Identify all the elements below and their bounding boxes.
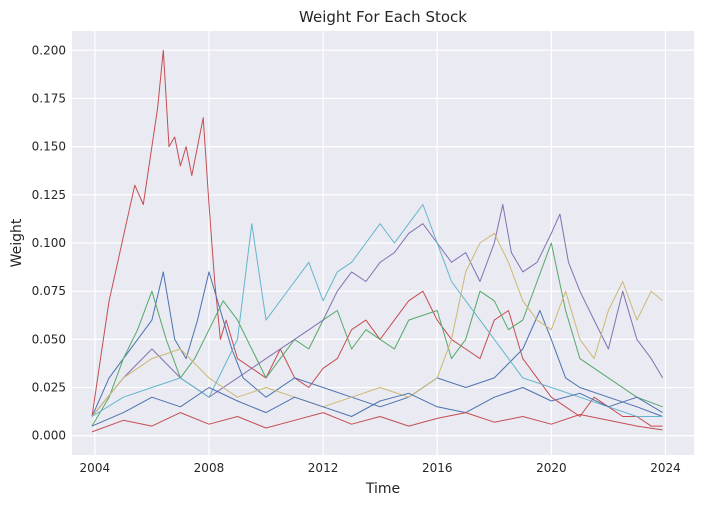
y-tick-label: 0.025 [32, 381, 66, 395]
y-axis-label: Weight [9, 218, 25, 267]
x-tick-label: 2008 [194, 461, 225, 475]
series-lines [91, 49, 664, 433]
x-tick-label: 2020 [536, 461, 567, 475]
grid-lines [72, 31, 694, 455]
series-line-3 [91, 242, 663, 427]
y-tick-label: 0.175 [32, 91, 66, 105]
series-line-2 [91, 271, 663, 417]
y-tick-label: 0.000 [32, 429, 66, 443]
y-tick-label: 0.050 [32, 332, 66, 346]
chart-title: Weight For Each Stock [299, 8, 467, 26]
x-tick-labels: 2004 2008 2012 2016 2020 2024 [80, 461, 681, 475]
series-line-4 [91, 204, 664, 417]
x-axis-label: Time [365, 481, 400, 497]
series-line-6 [91, 204, 663, 417]
series-line-7 [91, 387, 663, 427]
y-tick-label: 0.200 [32, 43, 66, 57]
x-tick-label: 2004 [80, 461, 111, 475]
x-tick-label: 2012 [308, 461, 339, 475]
y-tick-label: 0.075 [32, 284, 66, 298]
series-line-5 [91, 232, 663, 417]
y-tick-label: 0.150 [32, 140, 66, 154]
x-tick-label: 2016 [422, 461, 453, 475]
y-tick-labels: 0.000 0.025 0.050 0.075 0.100 0.125 0.150 0.175… [32, 43, 66, 442]
y-tick-label: 0.100 [32, 236, 66, 250]
series-line-8 [91, 412, 663, 433]
x-tick-label: 2024 [650, 461, 681, 475]
y-tick-label: 0.125 [32, 188, 66, 202]
